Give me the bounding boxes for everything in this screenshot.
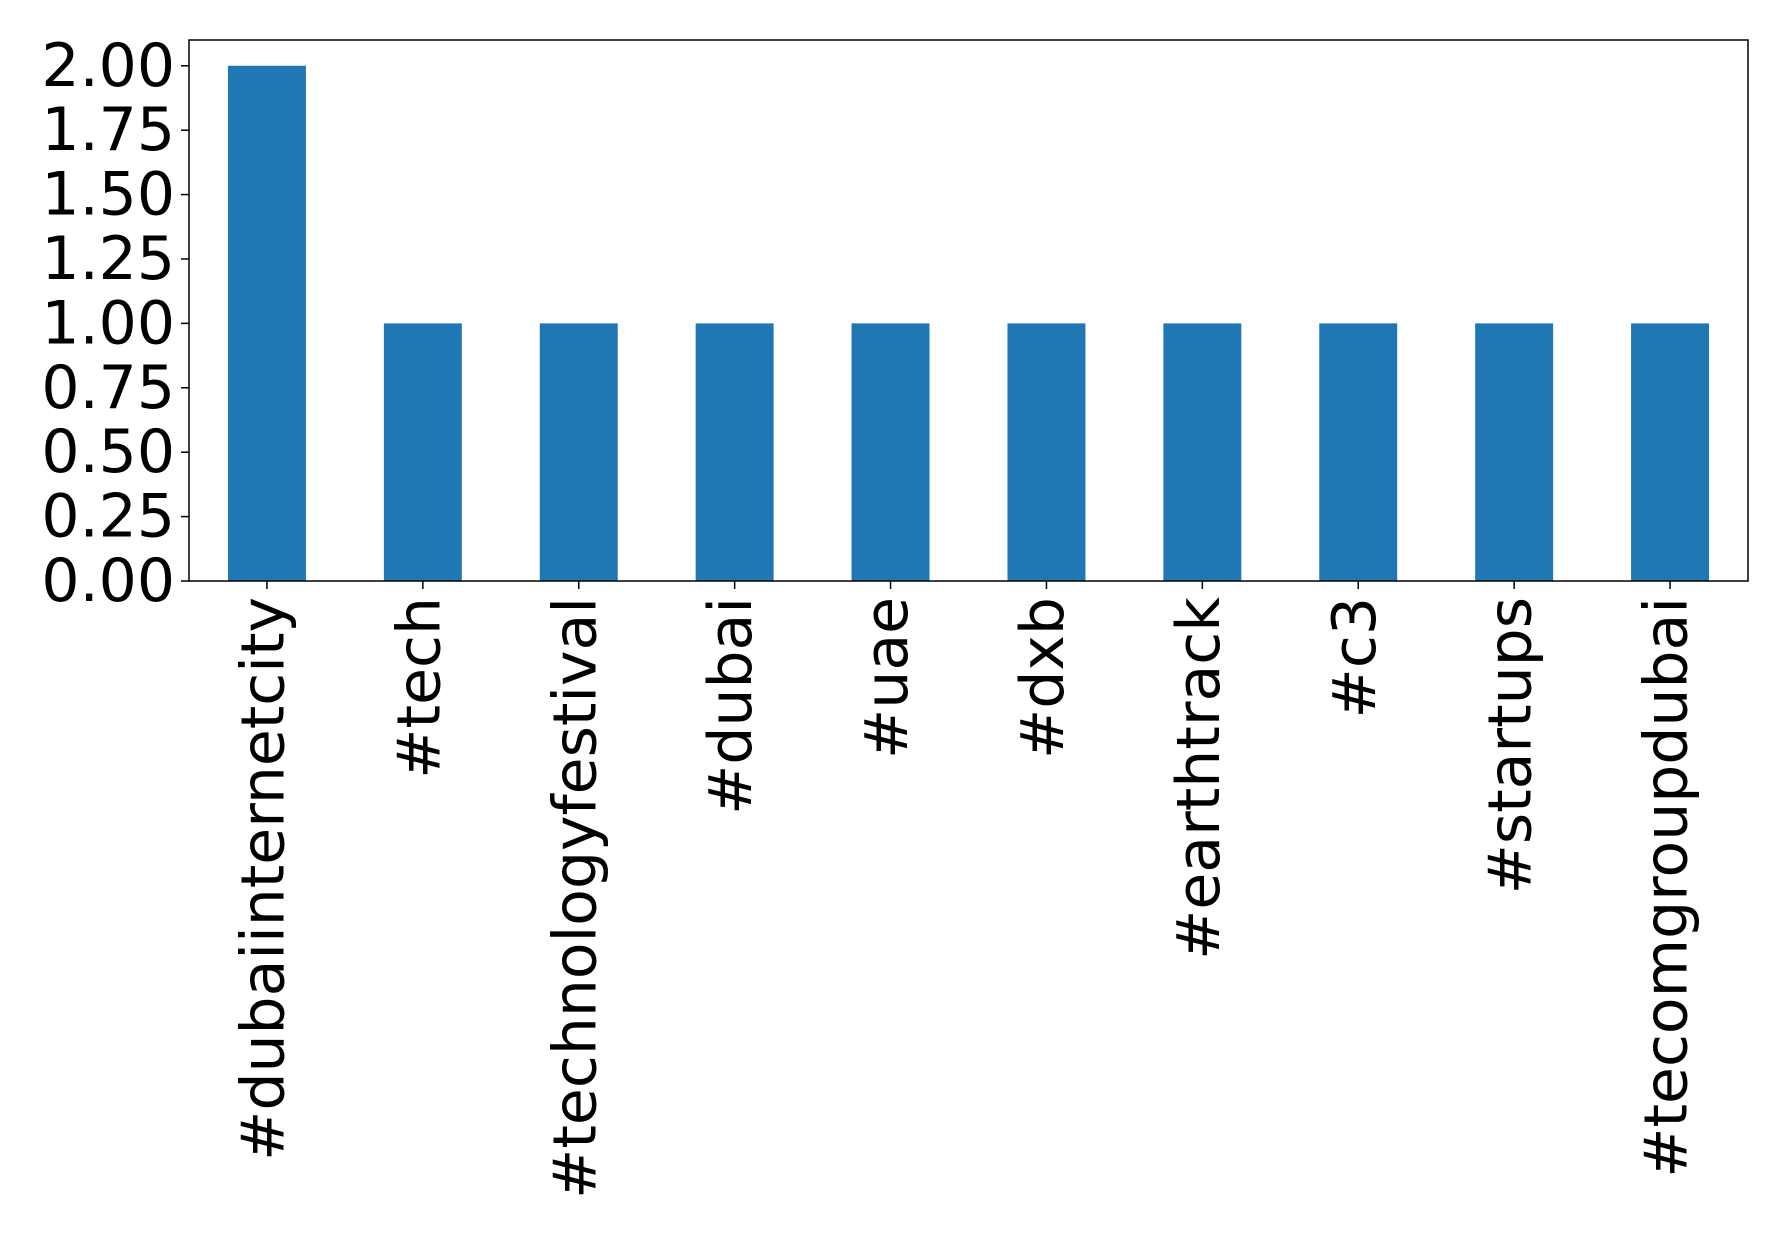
- bar: [1007, 323, 1086, 581]
- y-tick-label: 2.00: [41, 31, 175, 101]
- x-tick-label: #uae: [852, 597, 922, 759]
- bar: [1319, 323, 1398, 581]
- y-tick-label: 0.50: [41, 417, 175, 487]
- bar: [539, 323, 618, 581]
- bar: [1631, 323, 1710, 581]
- bar: [695, 323, 774, 581]
- bar: [1475, 323, 1554, 581]
- x-tick-label: #dxb: [1008, 597, 1078, 759]
- plot-frame: [188, 39, 1749, 582]
- y-tick-label: 1.25: [41, 224, 175, 294]
- bar: [851, 323, 930, 581]
- y-tick-label: 0.00: [41, 546, 175, 616]
- y-tick-label: 0.25: [41, 482, 175, 552]
- x-tick-label: #earthtrack: [1164, 597, 1234, 960]
- x-tick-label: #dubai: [696, 597, 766, 815]
- x-tick-label: #startups: [1476, 597, 1546, 894]
- x-tick-label: #c3: [1320, 597, 1390, 718]
- bar: [1163, 323, 1242, 581]
- bar: [383, 323, 462, 581]
- y-tick-label: 1.75: [41, 95, 175, 165]
- bar: [227, 65, 306, 581]
- x-tick-label: #tech: [384, 597, 454, 779]
- y-tick-label: 1.50: [41, 160, 175, 230]
- y-tick-label: 0.75: [41, 353, 175, 423]
- y-tick-label: 1.00: [41, 288, 175, 358]
- x-tick-label: #tecomgroupdubai: [1632, 597, 1702, 1178]
- x-tick-label: #dubaiinternetcity: [229, 597, 299, 1161]
- x-tick-label: #technologyfestival: [540, 597, 610, 1199]
